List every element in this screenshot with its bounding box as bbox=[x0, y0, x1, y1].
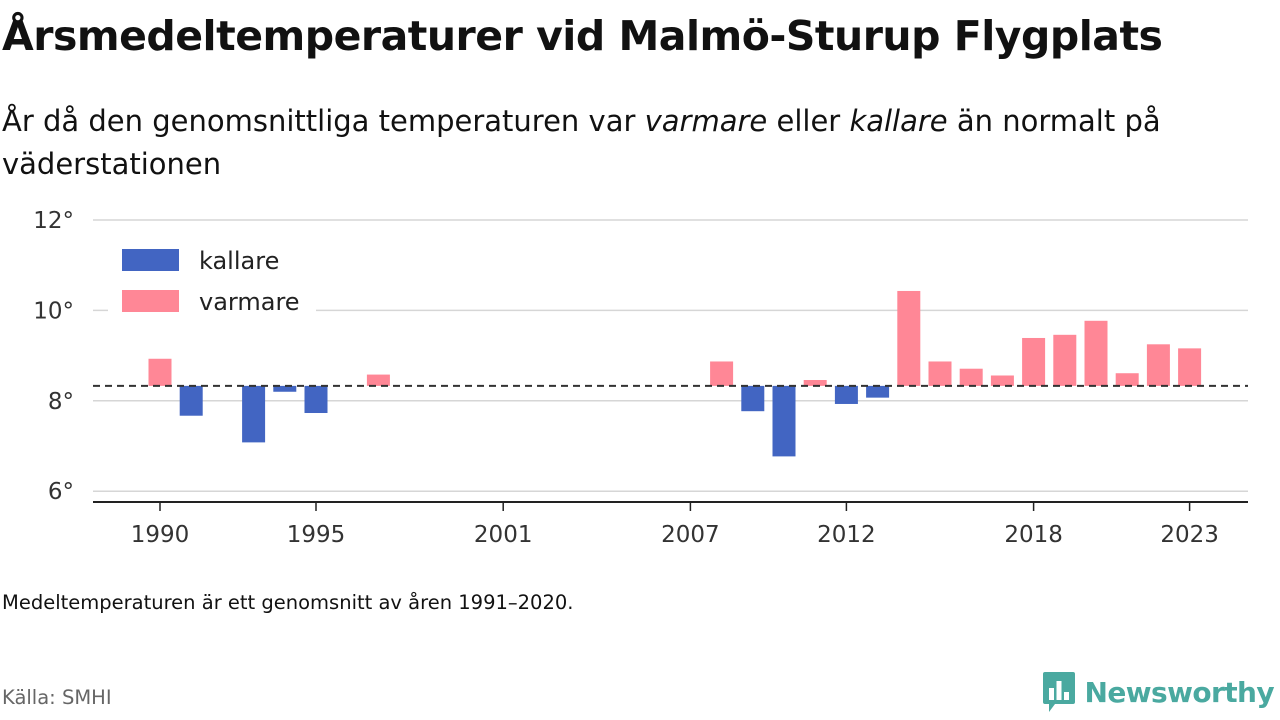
y-tick-label: 12° bbox=[33, 208, 74, 234]
bar-warmer bbox=[803, 380, 827, 386]
bar-warmer bbox=[1178, 348, 1202, 386]
chart-subtitle: År då den genomsnittliga temperaturen va… bbox=[2, 100, 1262, 186]
legend-swatch-warmer bbox=[122, 290, 179, 312]
bar-warmer bbox=[366, 374, 390, 386]
x-tick-label: 2012 bbox=[817, 522, 876, 548]
y-tick-label: 10° bbox=[33, 298, 74, 324]
newsworthy-logo: Newsworthy bbox=[1041, 670, 1275, 714]
bar-colder bbox=[834, 385, 858, 404]
x-tick-label: 1990 bbox=[131, 522, 190, 548]
bar-warmer bbox=[1053, 334, 1077, 386]
bar-colder bbox=[242, 385, 266, 443]
bar-colder bbox=[772, 385, 796, 457]
bar-colder bbox=[866, 385, 890, 398]
x-tick-label: 2007 bbox=[661, 522, 720, 548]
bar-colder bbox=[304, 385, 328, 414]
temperature-bar-chart: 6° 8° 10° 12° 1990 1995 2001 2007 2012 2018 2023 ka… bbox=[33, 208, 1248, 548]
source-credit: Källa: SMHI bbox=[2, 686, 112, 709]
bar-warmer bbox=[1115, 373, 1139, 386]
bar-warmer bbox=[148, 358, 172, 386]
subtitle-warmer-emphasis: varmare bbox=[644, 104, 768, 138]
bar-colder bbox=[179, 385, 203, 416]
bar-warmer bbox=[1146, 344, 1170, 386]
x-tick-label: 2001 bbox=[474, 522, 533, 548]
bar-warmer bbox=[990, 375, 1014, 386]
y-tick-label: 6° bbox=[48, 479, 74, 505]
bar-warmer bbox=[1022, 337, 1046, 386]
x-tick-label: 2023 bbox=[1160, 522, 1219, 548]
subtitle-text-3: än normalt på väderstationen bbox=[2, 104, 1161, 181]
subtitle-colder-emphasis: kallare bbox=[849, 104, 948, 138]
chart-title: Årsmedeltemperaturer vid Malmö-Sturup Fl… bbox=[2, 12, 1163, 60]
subtitle-text-1: År då den genomsnittliga temperaturen va… bbox=[2, 104, 645, 138]
bar-warmer bbox=[928, 361, 952, 386]
x-tick-label: 2018 bbox=[1004, 522, 1063, 548]
bar-warmer bbox=[959, 368, 983, 386]
subtitle-text-2: eller bbox=[767, 104, 850, 138]
chart-footnote: Medeltemperaturen är ett genomsnitt av å… bbox=[2, 591, 574, 614]
legend-label-colder: kallare bbox=[199, 247, 279, 275]
x-tick-label: 1995 bbox=[287, 522, 346, 548]
bar-colder bbox=[741, 385, 765, 412]
bar-warmer bbox=[897, 290, 921, 386]
legend-swatch-colder bbox=[122, 249, 179, 271]
bar-warmer bbox=[1084, 320, 1108, 386]
bar-warmer bbox=[710, 361, 734, 386]
brand-name: Newsworthy bbox=[1084, 675, 1275, 709]
legend-label-warmer: varmare bbox=[199, 288, 300, 316]
bar-chart-speech-bubble-icon bbox=[1042, 672, 1075, 712]
bar-colder bbox=[273, 385, 297, 392]
y-tick-label: 8° bbox=[48, 389, 74, 415]
